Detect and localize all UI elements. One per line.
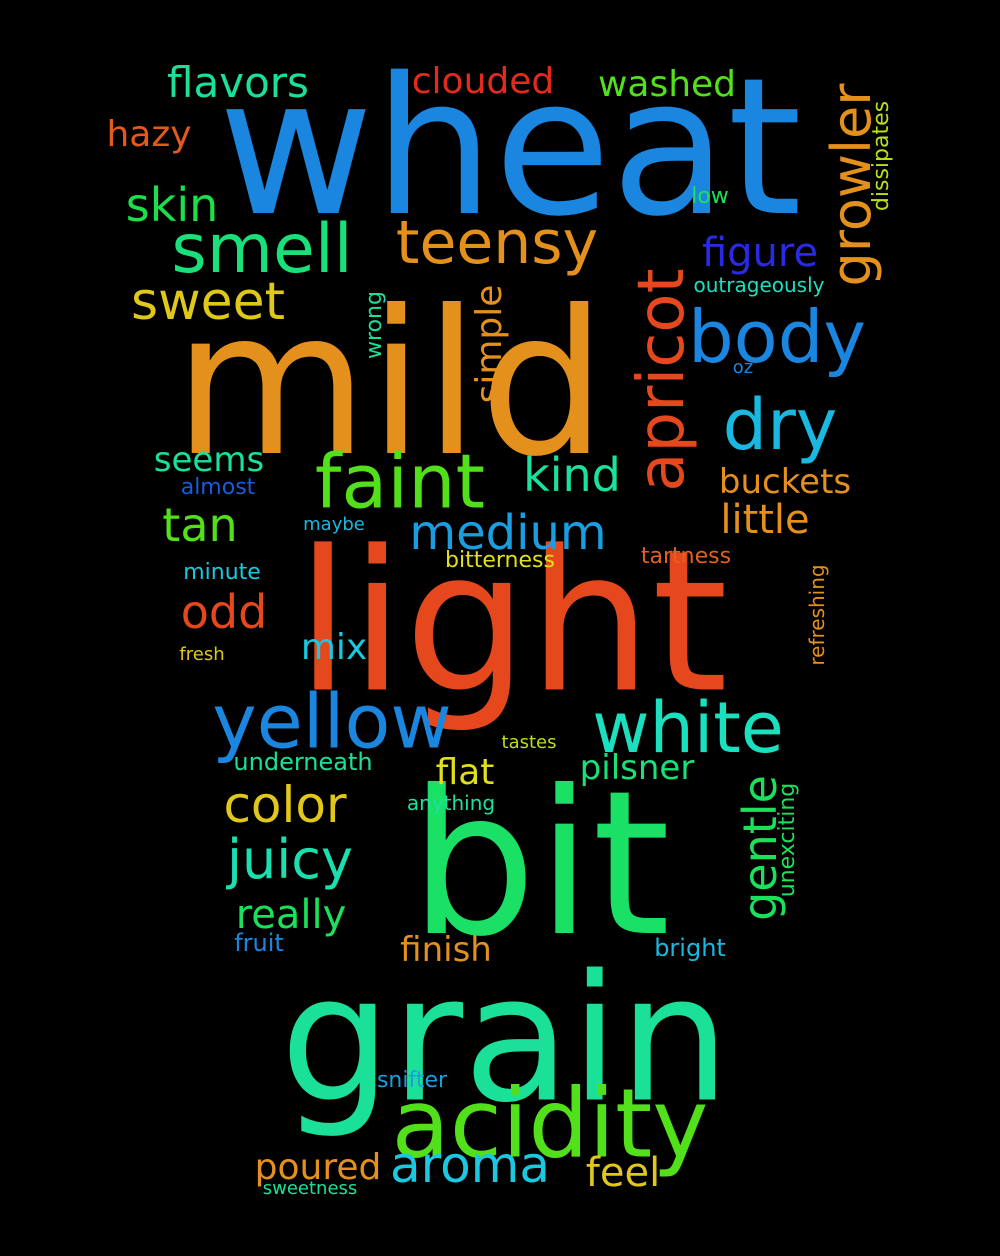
word-white: white xyxy=(592,687,784,769)
word-oz: oz xyxy=(732,357,754,378)
word-smell: smell xyxy=(171,210,353,289)
word-washed: washed xyxy=(597,64,737,105)
word-hazy: hazy xyxy=(106,114,192,155)
word-flavors: flavors xyxy=(167,58,309,107)
word-tan: tan xyxy=(162,498,238,552)
word-fresh: fresh xyxy=(179,644,225,665)
word-snifter: snifter xyxy=(376,1068,448,1093)
word-feel: feel xyxy=(585,1150,661,1196)
word-little: little xyxy=(720,497,810,543)
word-acidity: acidity xyxy=(391,1069,709,1180)
word-skin: skin xyxy=(125,178,219,232)
word-refreshing: refreshing xyxy=(805,564,829,666)
word-odd: odd xyxy=(180,585,268,639)
word-maybe: maybe xyxy=(303,514,365,535)
word-underneath: underneath xyxy=(233,748,373,776)
word-bright: bright xyxy=(654,934,726,962)
word-bitterness: bitterness xyxy=(445,548,555,573)
word-wrong: wrong xyxy=(362,291,387,359)
word-mix: mix xyxy=(300,627,368,668)
word-finish: finish xyxy=(400,930,492,970)
word-figure: figure xyxy=(701,230,819,276)
word-seems: seems xyxy=(153,440,265,480)
word-sweet: sweet xyxy=(131,272,285,332)
word-poured: poured xyxy=(254,1147,382,1188)
word-outrageously: outrageously xyxy=(693,273,825,297)
word-mild: mild xyxy=(173,268,607,501)
word-grain: grain xyxy=(280,938,730,1142)
word-faint: faint xyxy=(314,437,486,526)
word-simple: simple xyxy=(469,284,510,404)
word-dissipates: dissipates xyxy=(869,100,894,212)
word-sweetness: sweetness xyxy=(262,1178,358,1199)
word-buckets: buckets xyxy=(718,462,852,502)
word-unexciting: unexciting xyxy=(775,782,800,898)
word-bit: bit xyxy=(409,748,671,981)
word-tartness: tartness xyxy=(640,544,732,569)
word-low: low xyxy=(691,184,729,209)
word-yellow: yellow xyxy=(212,677,452,766)
word-aroma: aroma xyxy=(389,1136,551,1194)
word-almost: almost xyxy=(180,475,256,500)
word-kind: kind xyxy=(523,448,621,502)
word-color: color xyxy=(223,776,347,834)
word-clouded: clouded xyxy=(411,61,555,102)
word-body: body xyxy=(687,295,867,379)
word-anything: anything xyxy=(406,791,496,815)
word-wheat: wheat xyxy=(218,37,802,258)
word-medium: medium xyxy=(409,505,607,561)
word-apricot: apricot xyxy=(625,268,699,492)
word-really: really xyxy=(235,892,347,938)
word-dry: dry xyxy=(722,384,838,466)
word-teensy: teensy xyxy=(395,208,599,278)
word-fruit: fruit xyxy=(234,929,284,957)
word-light: light xyxy=(295,508,729,736)
word-pilsner: pilsner xyxy=(579,748,695,788)
word-flat: flat xyxy=(435,752,495,793)
word-juicy: juicy xyxy=(227,828,353,891)
word-tastes: tastes xyxy=(501,732,557,753)
word-minute: minute xyxy=(183,560,261,585)
